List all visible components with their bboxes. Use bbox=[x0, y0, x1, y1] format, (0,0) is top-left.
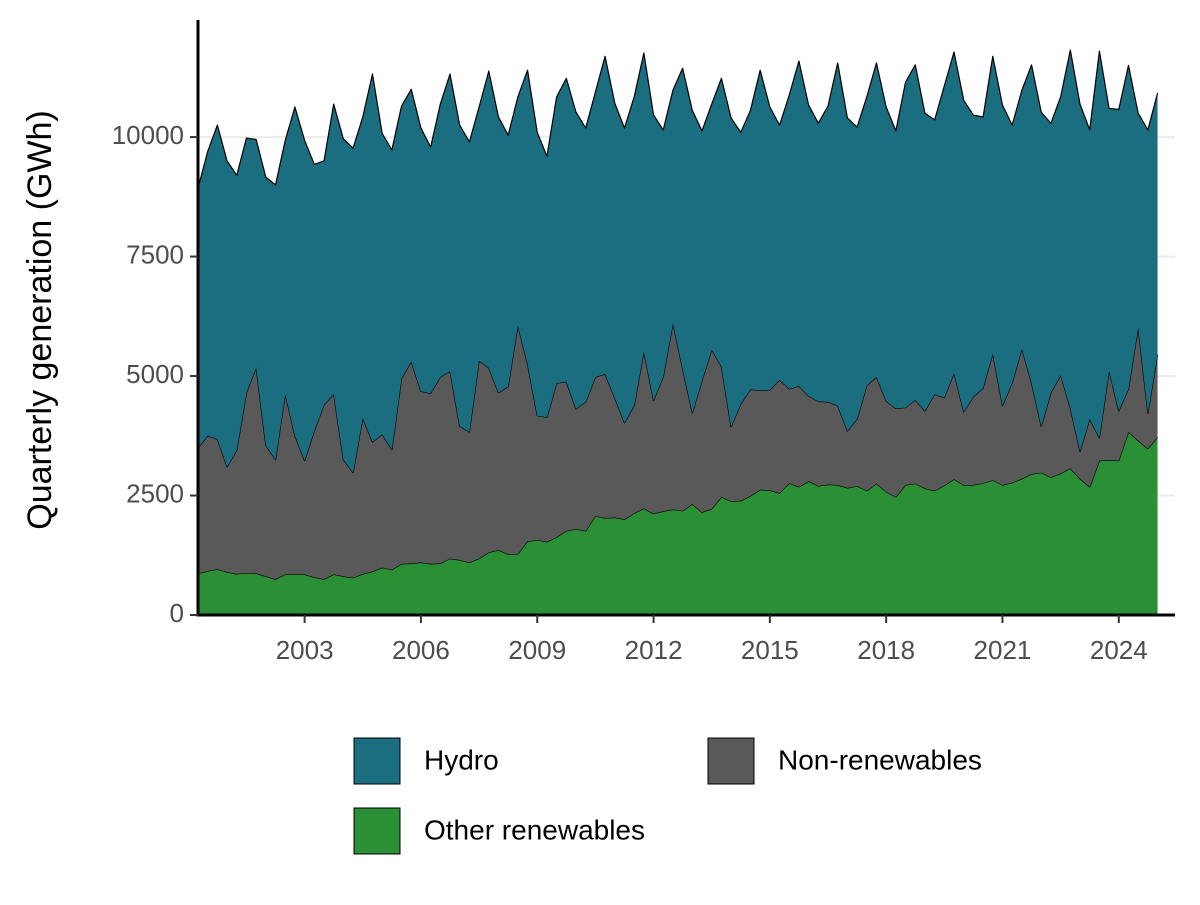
area-edge bbox=[197, 49, 1159, 189]
legend-label: Non-renewables bbox=[778, 744, 982, 775]
area-edge bbox=[197, 431, 1159, 580]
area-fill bbox=[198, 323, 1158, 580]
x-tick-label: 2009 bbox=[508, 635, 566, 665]
legend-key bbox=[353, 737, 401, 785]
y-axis-label: Quarterly generation (GWh) bbox=[21, 110, 59, 530]
x-tick-label: 2012 bbox=[625, 635, 683, 665]
y-tick-label: 0 bbox=[170, 598, 184, 628]
legend-key bbox=[353, 807, 401, 855]
y-tick-label: 7500 bbox=[126, 239, 184, 269]
x-tick-label: 2024 bbox=[1090, 635, 1148, 665]
x-tick-label: 2018 bbox=[857, 635, 915, 665]
area-fill bbox=[198, 50, 1158, 473]
y-tick-label: 2500 bbox=[126, 478, 184, 508]
area-fill bbox=[198, 431, 1158, 615]
x-tick-label: 2021 bbox=[974, 635, 1032, 665]
y-tick-label: 10000 bbox=[112, 120, 184, 150]
legend-label: Other renewables bbox=[424, 814, 645, 845]
x-tick-label: 2006 bbox=[392, 635, 450, 665]
x-tick-label: 2003 bbox=[276, 635, 334, 665]
y-tick-label: 5000 bbox=[126, 359, 184, 389]
legend-label: Hydro bbox=[424, 744, 499, 775]
legend-key bbox=[707, 737, 755, 785]
x-tick-label: 2015 bbox=[741, 635, 799, 665]
